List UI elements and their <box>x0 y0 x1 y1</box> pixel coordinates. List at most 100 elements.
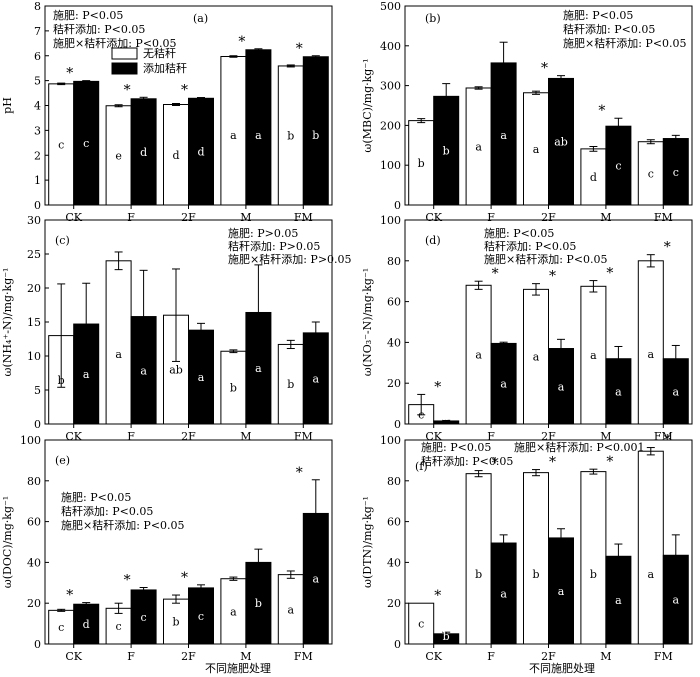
y-tick-label: 30 <box>27 214 41 227</box>
bar-no-biochar <box>523 92 549 206</box>
y-tick-label: 100 <box>380 159 401 172</box>
x-tick-label: F <box>127 430 135 443</box>
significance-star: * <box>296 465 303 481</box>
bar-no-biochar <box>408 120 435 206</box>
bar-no-biochar <box>465 284 492 425</box>
bar-with-biochar <box>302 332 329 425</box>
x-tick-label: FM <box>294 430 313 443</box>
stat-annotation: 秸秆添加: P<0.05 <box>484 239 576 253</box>
y-tick-label: 0 <box>34 418 41 431</box>
bar-with-biochar <box>548 348 574 425</box>
significance-letter: a <box>230 605 237 618</box>
significance-letter: a <box>255 362 262 375</box>
y-tick-label: 80 <box>387 255 401 268</box>
significance-letter: b <box>172 616 179 629</box>
significance-star: * <box>549 269 556 285</box>
stat-annotation: 秸秆添加: P<0.05 <box>61 504 153 518</box>
bar-no-biochar <box>277 574 304 645</box>
significance-letter: a <box>533 143 540 156</box>
significance-letter: c <box>116 620 122 633</box>
significance-letter: a <box>615 385 622 398</box>
significance-letter: a <box>648 568 655 581</box>
significance-letter: d <box>83 618 90 631</box>
stat-annotation: 秸秆添加: P<0.05 <box>421 454 513 468</box>
significance-star: * <box>598 103 605 119</box>
significance-letter: c <box>418 408 424 421</box>
y-tick-label: 200 <box>380 119 401 132</box>
significance-letter: a <box>255 129 262 142</box>
plot-frame <box>404 5 693 206</box>
significance-letter: a <box>558 380 565 393</box>
significance-star: * <box>296 41 303 57</box>
significance-letter: b <box>590 568 597 581</box>
significance-star: * <box>66 66 73 82</box>
bar-no-biochar <box>220 578 247 645</box>
y-tick-label: 80 <box>27 475 41 488</box>
legend-swatch-no-biochar <box>111 47 138 60</box>
significance-star: * <box>549 455 556 471</box>
x-axis-title-left: 不同施肥处理 <box>205 662 271 675</box>
y-tick-label: 4 <box>34 100 41 113</box>
significance-letter: d <box>590 171 597 184</box>
x-tick-label: M <box>240 430 251 443</box>
significance-letter: a <box>475 140 482 153</box>
bar-no-biochar <box>48 609 75 645</box>
y-tick-label: 0 <box>394 638 401 651</box>
stat-annotation: 施肥×秸秆添加: P<0.05 <box>61 518 185 532</box>
significance-letter: c <box>673 166 679 179</box>
significance-letter: a <box>673 594 680 607</box>
x-tick-label: M <box>600 650 611 663</box>
bar-no-biochar <box>523 472 549 645</box>
significance-letter: a <box>475 349 482 362</box>
legend-label-with-biochar: 添加秸秆 <box>143 61 187 75</box>
y-tick-label: 500 <box>380 0 401 13</box>
stat-annotation: 秸秆添加: P>0.05 <box>228 239 320 253</box>
y-tick-label: 20 <box>27 282 41 295</box>
x-tick-label: FM <box>654 650 673 663</box>
significance-star: * <box>181 570 188 586</box>
significance-star: * <box>434 588 441 604</box>
plot-frame <box>404 439 693 645</box>
significance-letter: c <box>198 610 204 623</box>
bar-with-biochar <box>548 77 574 206</box>
stat-annotation: 施肥×秸秆添加: P<0.05 <box>484 252 608 266</box>
x-tick-label: FM <box>294 650 313 663</box>
significance-letter: a <box>115 348 122 361</box>
y-tick-label: 7 <box>34 25 41 38</box>
x-tick-label: 2F <box>181 650 196 663</box>
significance-star: * <box>124 82 131 98</box>
significance-letter: c <box>58 621 64 634</box>
significance-letter: b <box>58 374 65 387</box>
panel-5: c d * CK c c * Fb c * 2F a b Ma a * FM 0 20 40 60 80 100 ω(DOC)… <box>1 434 333 663</box>
significance-letter: a <box>558 585 565 598</box>
bar-with-biochar <box>433 95 460 206</box>
x-tick-label: M <box>240 650 251 663</box>
panel-label: (a) <box>193 12 208 25</box>
significance-star: * <box>664 433 671 449</box>
y-tick-label: 0 <box>394 418 401 431</box>
y-tick-label: 2 <box>34 149 41 162</box>
y-axis-label: ω(MBC)/mg·kg⁻¹ <box>361 58 374 152</box>
significance-letter: a <box>500 129 507 142</box>
bar-with-biochar <box>245 49 272 206</box>
x-tick-label: M <box>600 211 611 224</box>
y-tick-label: 0 <box>34 638 41 651</box>
y-tick-label: 100 <box>20 434 41 447</box>
bar-with-biochar <box>605 125 632 206</box>
y-tick-label: 100 <box>380 214 401 227</box>
significance-letter: b <box>443 630 450 643</box>
panel-label: (c) <box>55 234 70 247</box>
bar-no-biochar <box>105 105 132 206</box>
x-tick-label: CK <box>425 650 442 663</box>
bar-with-biochar <box>302 56 329 206</box>
bar-with-biochar <box>73 603 100 645</box>
panel-2: b b CK a a Fa ab * 2F d c * Mc c FM 0 100 200 300 400 500 ω(M… <box>361 0 693 224</box>
stat-annotation: 施肥: P<0.05 <box>53 9 123 22</box>
significance-letter: a <box>500 378 507 391</box>
significance-star: * <box>181 83 188 99</box>
stat-annotation: 施肥×秸秆添加: P>0.05 <box>228 252 352 266</box>
significance-letter: a <box>673 385 680 398</box>
significance-letter: d <box>172 149 179 162</box>
significance-letter: ab <box>554 136 568 149</box>
